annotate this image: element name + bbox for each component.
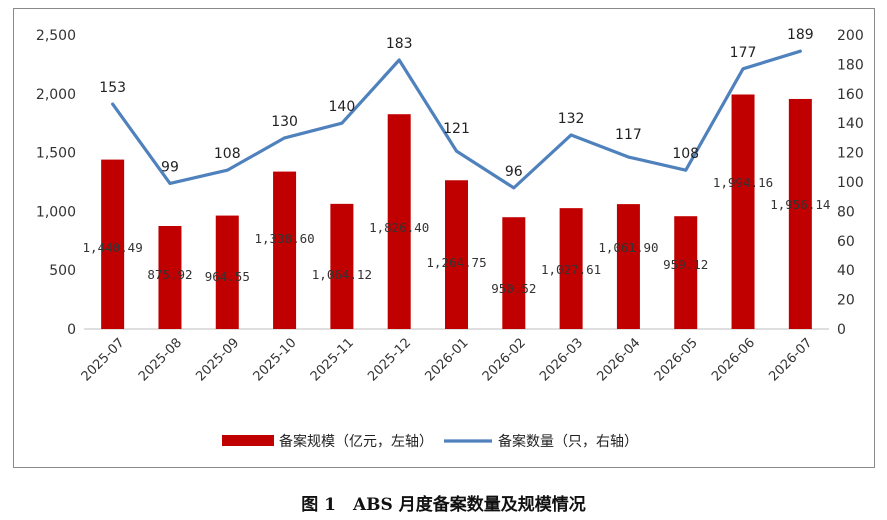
bar	[101, 159, 125, 329]
x-tick-label: 2025-10	[251, 335, 300, 384]
line-value-label: 177	[730, 45, 757, 61]
x-tick-label: 2026-05	[652, 335, 701, 384]
line-value-label: 153	[99, 80, 126, 96]
bar	[559, 208, 583, 329]
x-tick-label: 2025-08	[136, 335, 185, 384]
legend-bar-swatch	[222, 435, 274, 446]
y-right-tick-label: 0	[837, 322, 846, 338]
x-tick-label: 2025-11	[308, 335, 357, 384]
bar	[616, 204, 640, 329]
bar	[731, 94, 755, 329]
y-right-tick-label: 100	[837, 175, 864, 191]
bar-value-label: 1,264.75	[426, 255, 486, 270]
line-value-label: 99	[161, 159, 179, 175]
y-left-tick-label: 2,000	[36, 87, 76, 103]
bar-value-label: 959.12	[663, 257, 708, 272]
bar-value-label: 1,994.16	[713, 175, 773, 190]
x-tick-label: 2026-01	[423, 335, 472, 384]
y-left-tick-label: 0	[67, 322, 76, 338]
bar-value-label: 964.55	[205, 269, 250, 284]
y-right-tick-label: 80	[837, 204, 855, 220]
bar	[273, 171, 297, 329]
bar-value-label: 1,027.61	[541, 262, 601, 277]
bar	[788, 98, 812, 329]
y-left-tick-label: 2,500	[36, 28, 76, 44]
bar-value-label: 1,338.60	[254, 231, 314, 246]
abs-monthly-chart: 0 500 1,000 1,500 2,000 2,500 0 20 40 60 80 100 120 1…	[36, 27, 864, 450]
bar	[445, 180, 468, 329]
bar	[387, 114, 411, 329]
y-left-tick-label: 1,500	[36, 146, 76, 162]
line-value-label: 183	[386, 36, 413, 52]
x-tick-label: 2026-06	[709, 335, 758, 384]
line-value-label: 96	[505, 164, 523, 180]
line-value-label: 117	[615, 127, 642, 143]
line-value-label: 140	[329, 99, 356, 115]
chart-frame: 0 500 1,000 1,500 2,000 2,500 0 20 40 60 80 100 120 1…	[13, 8, 875, 468]
y-left-tick-label: 1,000	[36, 204, 76, 220]
bar-value-label: 950.52	[491, 281, 536, 296]
bar-value-label: 1,956.14	[770, 197, 830, 212]
bar-value-label: 1,064.12	[312, 267, 372, 282]
y-right-tick-label: 60	[837, 234, 855, 250]
bar-value-label: 1,440.49	[83, 240, 143, 255]
count-line	[111, 49, 802, 190]
figure-caption: 图 1 ABS 月度备案数量及规模情况	[301, 495, 586, 515]
line-value-label: 108	[672, 146, 699, 162]
y-right-tick-label: 160	[837, 87, 864, 103]
line-value-label: 189	[787, 27, 814, 43]
x-tick-label: 2025-07	[79, 335, 128, 384]
x-tick-label: 2025-09	[193, 335, 242, 384]
y-right-tick-label: 120	[837, 146, 864, 162]
line-value-label: 121	[443, 121, 470, 137]
y-left-tick-label: 500	[49, 263, 76, 279]
y-right-tick-label: 40	[837, 263, 855, 279]
line-value-label: 132	[558, 111, 585, 127]
bar	[330, 203, 354, 329]
line-value-label: 130	[271, 114, 298, 130]
x-tick-label: 2026-07	[766, 335, 815, 384]
bar-value-label: 1,061.90	[598, 240, 658, 255]
legend-bar-label: 备案规模（亿元，左轴）	[279, 433, 433, 450]
bar	[674, 216, 698, 329]
x-tick-label: 2026-03	[537, 335, 586, 384]
y-right-tick-label: 200	[837, 28, 864, 44]
legend-line-label: 备案数量（只，右轴）	[498, 433, 638, 450]
x-tick-label: 2025-12	[365, 335, 414, 384]
bar	[502, 217, 526, 329]
line-value-label: 108	[214, 146, 241, 162]
y-right-tick-label: 180	[837, 57, 864, 73]
bar	[215, 215, 239, 329]
bar-value-label: 875.92	[147, 267, 192, 282]
bar	[158, 225, 182, 329]
bar-value-label: 1,826.40	[369, 220, 429, 235]
x-tick-label: 2026-04	[594, 335, 643, 384]
y-right-tick-label: 140	[837, 116, 864, 132]
x-tick-label: 2026-02	[480, 335, 529, 384]
y-right-tick-label: 20	[837, 293, 855, 309]
